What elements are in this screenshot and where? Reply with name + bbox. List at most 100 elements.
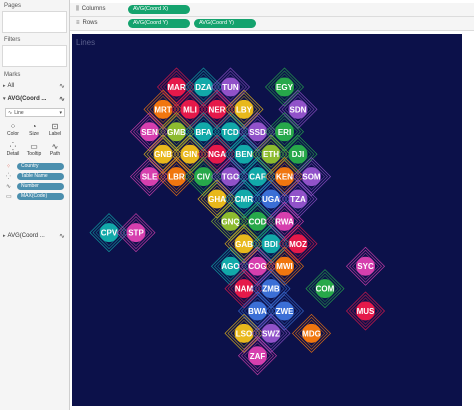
tile-circle-sen[interactable] <box>140 122 159 142</box>
tooltip-button[interactable]: ▭ Tooltip <box>25 142 43 158</box>
tile-circle-zaf[interactable] <box>248 346 267 366</box>
tile-circle-tgo[interactable] <box>221 167 240 187</box>
tile-gnb[interactable]: GNB <box>143 134 183 174</box>
tile-dza[interactable]: DZA <box>184 67 223 107</box>
tile-circle-gha[interactable] <box>207 189 227 209</box>
tile-mli[interactable]: MLI <box>170 89 210 129</box>
columns-shelf[interactable]: ⫼ Columns AVG(Coord X) <box>70 3 474 17</box>
tile-circle-zwe[interactable] <box>275 301 294 321</box>
tile-circle-ago[interactable] <box>221 256 240 276</box>
tile-moz[interactable]: MOZ <box>278 224 318 264</box>
tile-circle-bdi[interactable] <box>261 234 281 254</box>
tile-tgo[interactable]: TGO <box>211 157 250 197</box>
tile-circle-gnb[interactable] <box>153 144 173 164</box>
tile-bdi[interactable]: BDI <box>251 224 291 264</box>
tile-circle-zmb[interactable] <box>261 279 281 299</box>
tile-gha[interactable]: GHA <box>197 179 237 219</box>
tile-civ[interactable]: CIV <box>184 157 223 197</box>
number-pill[interactable]: Number <box>17 183 64 190</box>
tile-uga[interactable]: UGA <box>251 179 291 219</box>
tile-ago[interactable]: AGO <box>211 246 250 286</box>
columns-pill-coord-x[interactable]: AVG(Coord X) <box>128 5 190 14</box>
label-button[interactable]: ⊡ Label <box>46 122 64 138</box>
color-button[interactable]: ⁘ Color <box>4 122 22 138</box>
tile-gin[interactable]: GIN <box>170 134 210 174</box>
tile-circle-ner[interactable] <box>207 99 227 119</box>
tile-circle-mrt[interactable] <box>153 99 173 119</box>
tile-mdg[interactable]: MDG <box>292 313 331 353</box>
tile-com[interactable]: COM <box>305 269 345 309</box>
tile-mar[interactable]: MAR <box>157 67 196 107</box>
tile-lso[interactable]: LSO <box>224 313 264 353</box>
tile-circle-lbr[interactable] <box>167 167 186 187</box>
tile-circle-dji[interactable] <box>288 144 308 164</box>
tile-circle-cmr[interactable] <box>234 189 254 209</box>
tile-circle-ken[interactable] <box>275 167 294 187</box>
tile-nam[interactable]: NAM <box>224 269 264 309</box>
tile-mrt[interactable]: MRT <box>143 89 183 129</box>
tile-mus[interactable]: MUS <box>346 291 385 331</box>
tile-circle-lso[interactable] <box>234 323 254 343</box>
tile-ner[interactable]: NER <box>197 89 237 129</box>
detail-button[interactable]: ⁛ Detail <box>4 142 22 158</box>
tile-sdn[interactable]: SDN <box>278 89 318 129</box>
tile-gnq[interactable]: GNQ <box>211 201 250 241</box>
tile-cod[interactable]: COD <box>238 201 277 241</box>
tile-circle-mus[interactable] <box>356 301 375 321</box>
tile-tun[interactable]: TUN <box>211 67 250 107</box>
tile-egy[interactable]: EGY <box>265 67 304 107</box>
tile-ken[interactable]: KEN <box>265 157 304 197</box>
rows-pill-coord-y-1[interactable]: AVG(Coord Y) <box>128 19 190 28</box>
tile-sen[interactable]: SEN <box>130 112 169 152</box>
viz-area[interactable]: Lines MAR DZA TUN EGY MRT MLI NER LBY SDN SEN GMB B… <box>72 34 462 406</box>
tile-bwa[interactable]: BWA <box>238 291 277 331</box>
tile-circle-bfa[interactable] <box>194 122 213 142</box>
tile-circle-tza[interactable] <box>288 189 308 209</box>
tile-circle-uga[interactable] <box>261 189 281 209</box>
tile-circle-moz[interactable] <box>288 234 308 254</box>
tile-circle-lby[interactable] <box>234 99 254 119</box>
marks-avg2-row[interactable]: ▸ AVG(Coord ... ∿ <box>3 233 67 240</box>
tile-ben[interactable]: BEN <box>224 134 264 174</box>
tile-circle-mdg[interactable] <box>302 323 321 343</box>
tile-dji[interactable]: DJI <box>278 134 318 174</box>
tile-circle-cpv[interactable] <box>99 223 119 243</box>
tile-zaf[interactable]: ZAF <box>238 336 277 376</box>
tile-rwa[interactable]: RWA <box>265 201 304 241</box>
tile-caf[interactable]: CAF <box>238 157 277 197</box>
tile-circle-gmb[interactable] <box>167 122 186 142</box>
tile-lbr[interactable]: LBR <box>157 157 196 197</box>
tile-circle-bwa[interactable] <box>248 301 267 321</box>
tile-cog[interactable]: COG <box>238 246 277 286</box>
rows-pill-coord-y-2[interactable]: AVG(Coord Y) <box>194 19 256 28</box>
tile-zmb[interactable]: ZMB <box>251 269 291 309</box>
tile-bfa[interactable]: BFA <box>184 112 223 152</box>
tile-ssd[interactable]: SSD <box>238 112 277 152</box>
tile-tza[interactable]: TZA <box>278 179 318 219</box>
tile-circle-caf[interactable] <box>248 167 267 187</box>
max-code-pill[interactable]: MAX(Code) <box>17 193 64 200</box>
tile-circle-civ[interactable] <box>194 167 213 187</box>
tile-circle-sle[interactable] <box>140 167 159 187</box>
tile-lby[interactable]: LBY <box>224 89 264 129</box>
tile-stp[interactable]: STP <box>116 213 156 253</box>
country-pill[interactable]: Country <box>17 163 64 170</box>
tile-circle-eri[interactable] <box>275 122 294 142</box>
size-button[interactable]: ◔ Size <box>25 122 43 138</box>
tile-tcd[interactable]: TCD <box>211 112 250 152</box>
tile-som[interactable]: SOM <box>292 157 331 197</box>
tile-gmb[interactable]: GMB <box>157 112 196 152</box>
tile-circle-swz[interactable] <box>261 323 281 343</box>
tile-gab[interactable]: GAB <box>224 224 264 264</box>
filters-shelf[interactable] <box>2 45 67 67</box>
tile-circle-cog[interactable] <box>248 256 267 276</box>
tile-sle[interactable]: SLE <box>130 157 169 197</box>
rows-shelf[interactable]: ≡ Rows AVG(Coord Y) AVG(Coord Y) <box>70 17 474 31</box>
tile-circle-nam[interactable] <box>234 279 254 299</box>
tile-circle-mli[interactable] <box>180 99 200 119</box>
tile-cpv[interactable]: CPV <box>89 213 129 253</box>
tile-circle-gab[interactable] <box>234 234 254 254</box>
tile-circle-syc[interactable] <box>356 256 375 276</box>
path-button[interactable]: ∿ Path <box>46 142 64 158</box>
tile-map-chart[interactable]: MAR DZA TUN EGY MRT MLI NER LBY SDN SEN GMB BFA TCD S… <box>72 34 462 406</box>
